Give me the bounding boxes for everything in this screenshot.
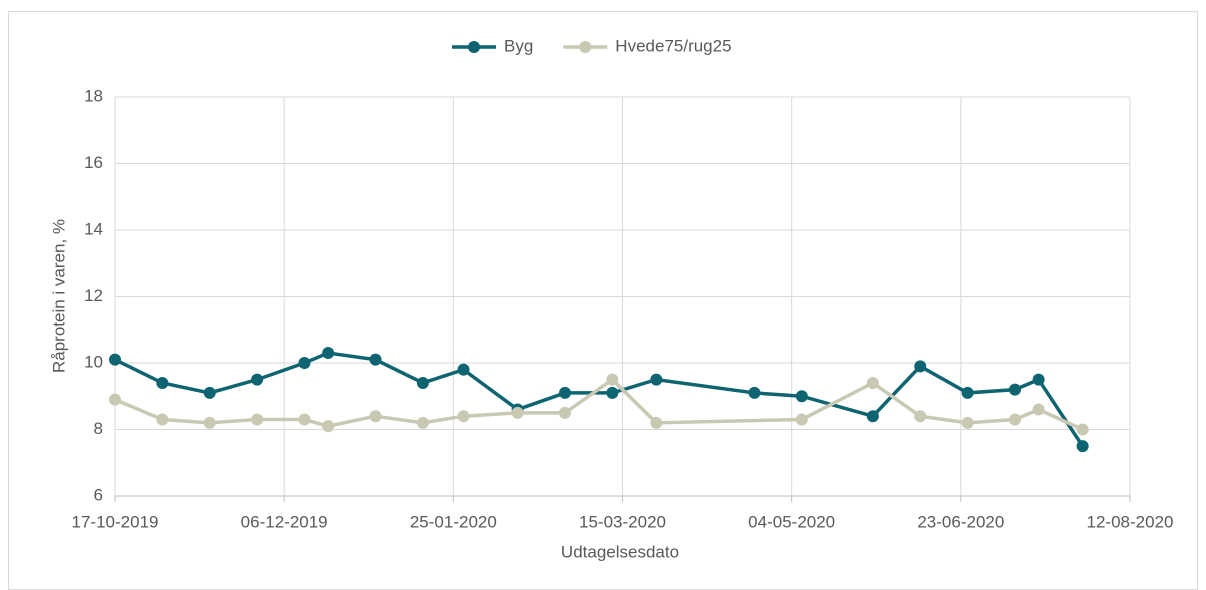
x-tick-label: 15-03-2020 (579, 512, 666, 531)
y-tick-label: 16 (84, 153, 103, 172)
data-point (203, 416, 216, 429)
x-tick-label: 25-01-2020 (410, 512, 497, 531)
data-point (1008, 383, 1021, 396)
data-point (109, 353, 121, 366)
data-point (251, 413, 264, 426)
data-point (156, 413, 169, 426)
data-point (369, 353, 382, 366)
data-point (914, 360, 927, 373)
data-point (251, 373, 264, 386)
data-point (109, 393, 121, 406)
legend-label: Hvede75/rug25 (615, 36, 731, 55)
data-point (457, 363, 470, 376)
data-point (558, 406, 571, 419)
y-tick-label: 8 (94, 419, 103, 438)
data-point (322, 420, 335, 433)
data-point (606, 386, 619, 399)
data-point (914, 410, 927, 423)
y-tick-label: 6 (94, 485, 103, 504)
data-point (416, 376, 429, 389)
data-point (1076, 423, 1089, 436)
data-point (795, 413, 808, 426)
data-point (322, 347, 335, 360)
y-tick-label: 10 (84, 352, 103, 371)
y-tick-label: 18 (84, 86, 103, 105)
data-point (1008, 413, 1021, 426)
legend-marker (468, 41, 480, 53)
data-point (866, 410, 879, 423)
data-point (1032, 403, 1045, 416)
y-tick-label: 14 (84, 219, 103, 238)
x-tick-label: 06-12-2019 (241, 512, 328, 531)
data-point (650, 373, 663, 386)
legend-label: Byg (504, 36, 533, 55)
data-point (606, 373, 619, 386)
chart-frame (8, 11, 1198, 590)
data-point (795, 390, 808, 403)
y-tick-label: 12 (84, 286, 103, 305)
x-tick-label: 04-05-2020 (748, 512, 835, 531)
data-point (511, 406, 524, 419)
y-axis-label: Råprotein i varen, % (49, 219, 68, 373)
data-point (298, 357, 311, 369)
series-line (114, 377, 1084, 432)
x-tick-label: 23-06-2020 (917, 512, 1004, 531)
x-tick-label: 17-10-2019 (72, 512, 159, 531)
data-point (961, 386, 974, 399)
x-tick-label: 12-08-2020 (1087, 512, 1174, 531)
legend-marker (579, 41, 592, 53)
data-point (1076, 440, 1089, 453)
data-point (457, 410, 470, 423)
data-point (748, 386, 761, 399)
data-point (558, 386, 571, 399)
x-axis-label: Udtagelsesdato (561, 542, 679, 561)
data-point (650, 416, 663, 429)
data-point (203, 386, 216, 399)
data-point (1032, 373, 1045, 386)
data-point (298, 413, 311, 426)
data-point (961, 416, 974, 429)
data-point (416, 416, 429, 429)
data-point (866, 376, 879, 389)
data-point (156, 376, 169, 389)
data-point (369, 410, 382, 423)
